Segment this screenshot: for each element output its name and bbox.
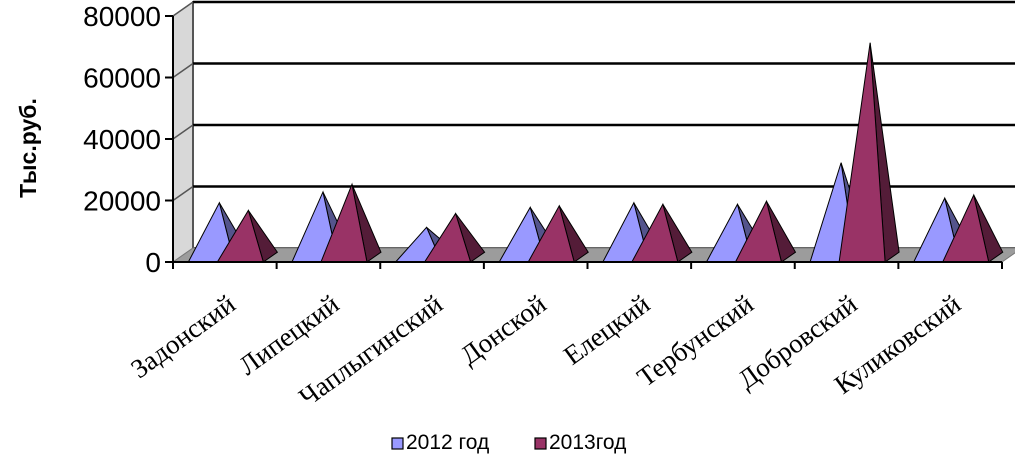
legend: 2012 год 2013год <box>391 431 626 454</box>
pyramid-1-5 <box>734 199 797 263</box>
legend-label: 2012 год <box>406 431 489 454</box>
y-tick-label: 60000 <box>83 63 161 94</box>
pyramid-1-2 <box>423 212 486 263</box>
gridline-side <box>172 124 194 140</box>
y-tick-label: 20000 <box>83 186 161 217</box>
legend-swatch <box>391 437 404 450</box>
gridline-side <box>172 62 194 79</box>
y-tick-label: 80000 <box>83 1 161 32</box>
legend-entry-1: 2013год <box>534 431 626 454</box>
legend-label: 2013год <box>549 431 626 454</box>
legend-swatch <box>534 437 547 450</box>
pyramid-1-7 <box>941 193 1004 263</box>
x-tick-label: Задонский <box>125 289 241 385</box>
y-axis: 0 20000 40000 60000 80000 <box>83 1 174 278</box>
pyramid-1-3 <box>527 204 589 263</box>
pyramid-1-4 <box>631 202 693 263</box>
y-tick-label: 40000 <box>83 124 161 155</box>
pyramid-1-1 <box>320 182 382 263</box>
pyramids <box>187 42 1004 263</box>
gridline-side <box>172 1 194 17</box>
y-axis-label: Тыс.руб. <box>15 98 41 198</box>
legend-entry-0: 2012 год <box>391 431 489 454</box>
y-tick-label: 0 <box>145 247 161 278</box>
pyramid-1-6 <box>838 42 900 263</box>
x-tick-label: Донской <box>455 289 552 371</box>
gridline-side <box>172 185 194 202</box>
x-tick-label: Елецкий <box>558 289 655 371</box>
